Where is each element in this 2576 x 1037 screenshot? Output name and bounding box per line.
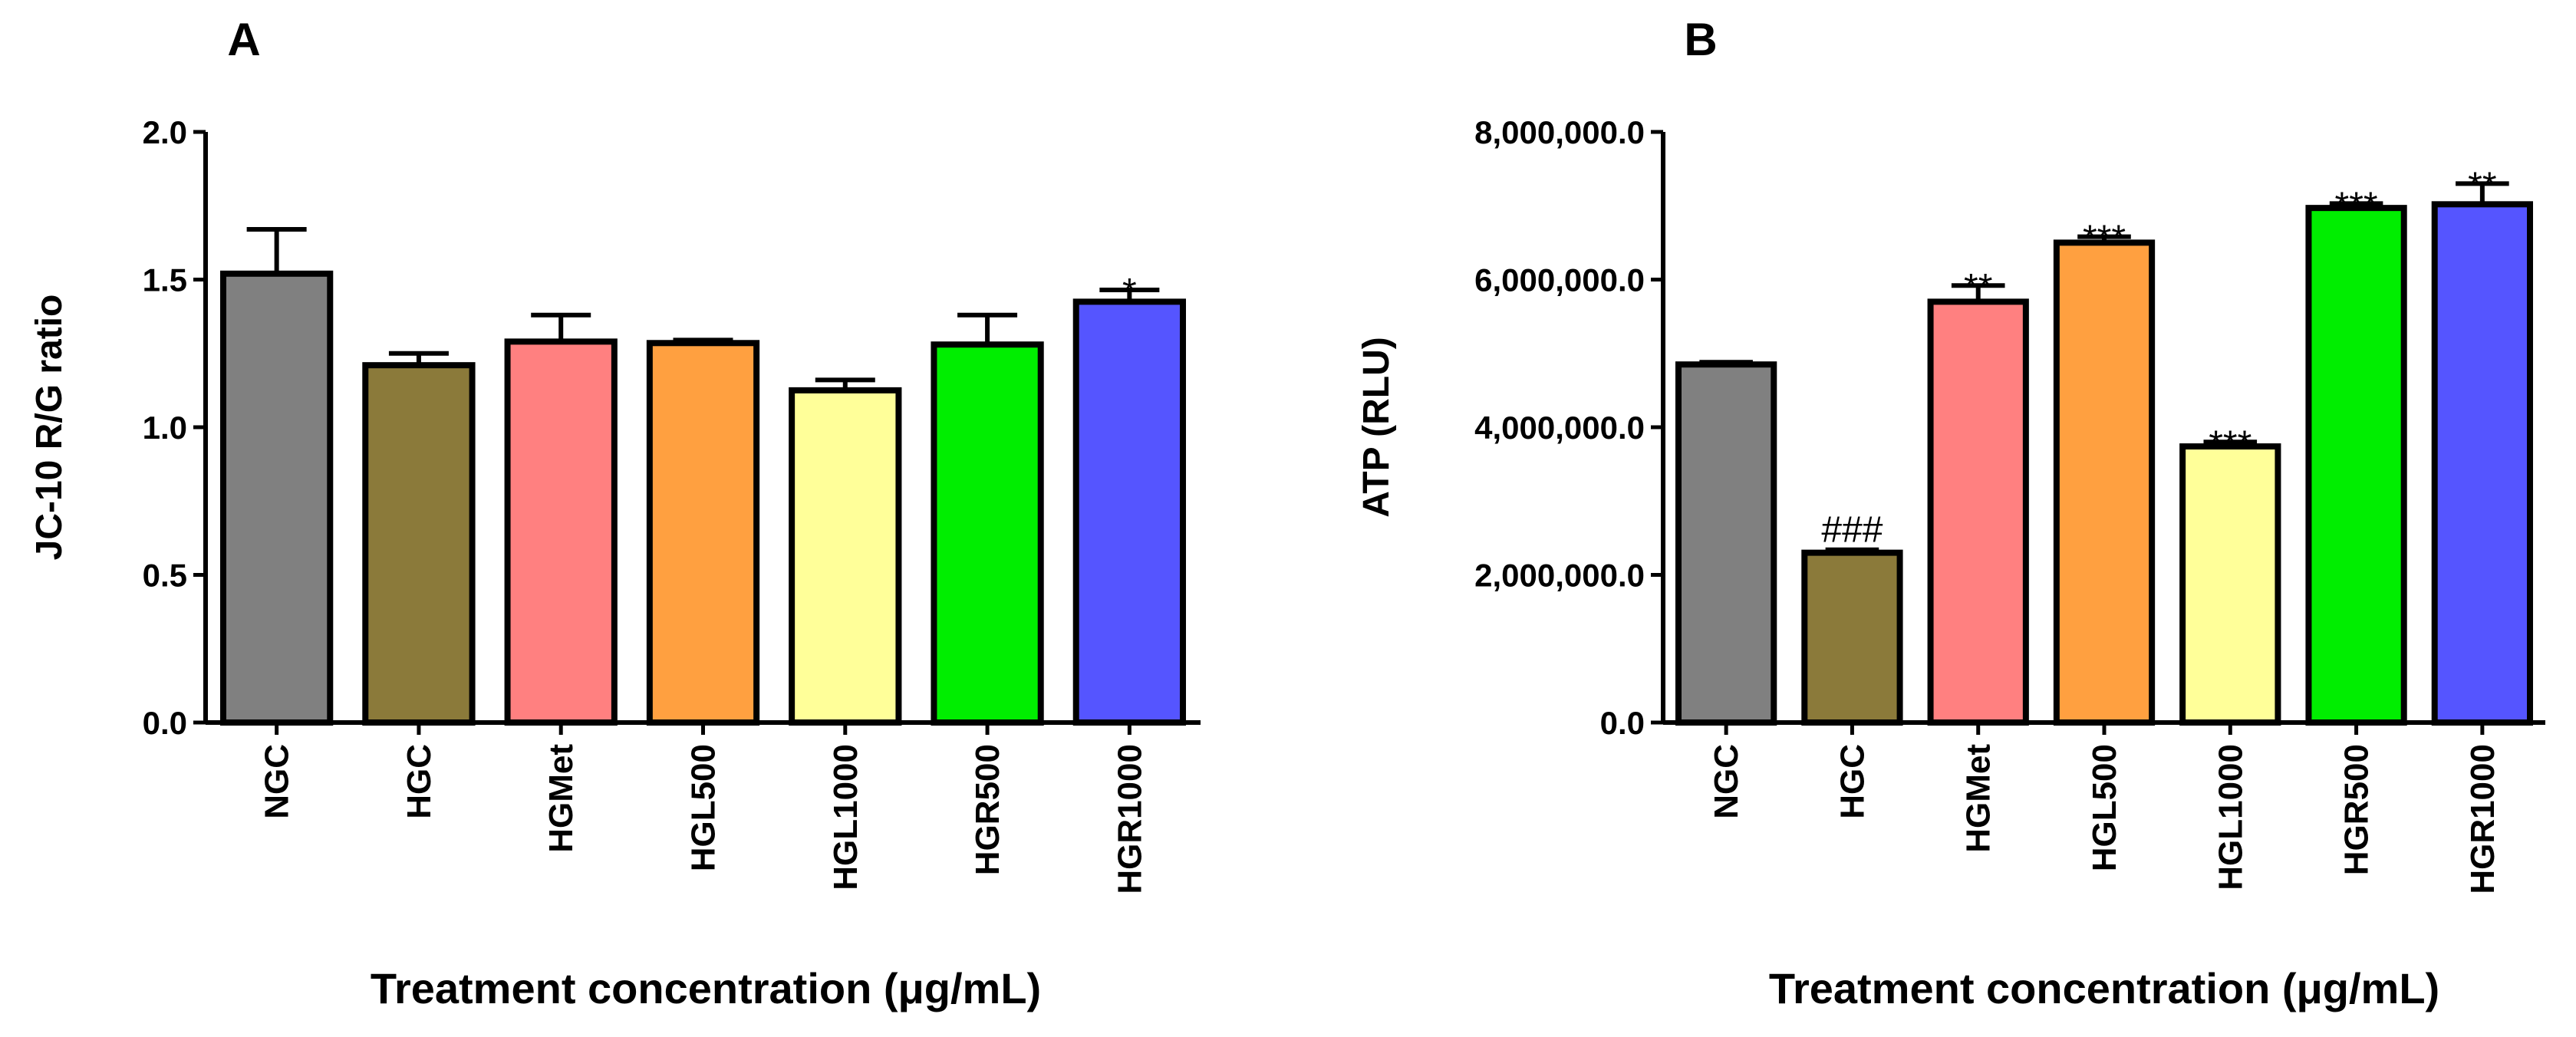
y-tick-label: 1.0 [143,410,187,446]
significance-label: *** [2083,219,2126,259]
y-axis-title: JC-10 R/G ratio [29,295,70,561]
bar-hgl500 [2053,239,2156,726]
x-tick-label: NGC [1708,744,1745,819]
significance-label: ** [1964,267,1992,308]
significance-label: ** [2468,165,2496,206]
x-tick-label: HGL1000 [2212,744,2249,891]
bar-hgmet [1927,298,2029,726]
bar-hgr500 [2305,205,2407,726]
y-tick-label: 4,000,000.0 [1474,410,1645,446]
x-tick-label: HGMet [542,744,580,853]
y-axis-title: ATP (RLU) [1356,337,1397,518]
x-tick-label: HGC [400,744,438,819]
significance-label: ### [1821,510,1883,551]
x-tick-label: HGMet [1960,744,1998,853]
y-tick-label: 8,000,000.0 [1474,114,1645,150]
y-tick-label: 0.5 [143,558,187,594]
bar-hgl1000 [789,387,902,726]
significance-label: *** [2209,423,2252,464]
bar-hgr1000 [1072,298,1186,726]
y-tick-label: 2.0 [143,114,187,150]
x-tick-label: HGL500 [2086,744,2123,871]
y-tick-label: 0.0 [143,705,187,741]
x-tick-label: HGR500 [2338,744,2376,875]
y-tick-label: 1.5 [143,262,187,298]
x-tick-label: HGL1000 [827,744,865,891]
bar-hgc [362,362,476,726]
bar-hgr500 [931,341,1044,726]
panel-letter: B [1684,14,1717,65]
bar-ngc [220,270,334,726]
y-tick-label: 2,000,000.0 [1474,558,1645,594]
x-tick-label: NGC [259,744,296,819]
significance-label: * [1122,272,1137,312]
bar-ngc [1675,361,1777,726]
significance-label: *** [2335,185,2378,226]
bar-hgl500 [646,340,760,726]
x-tick-label: HGL500 [685,744,723,871]
x-tick-label: HGR1000 [2464,744,2502,894]
y-tick-label: 6,000,000.0 [1474,262,1645,298]
x-tick-label: HGC [1833,744,1871,819]
panel-letter: A [227,14,260,65]
x-tick-label: HGR1000 [1111,744,1148,894]
bar-hgc [1801,549,1903,726]
x-axis-title: Treatment concentration (μg/mL) [1769,964,2439,1012]
y-tick-label: 0.0 [1600,705,1645,741]
bar-hgr1000 [2431,201,2534,726]
panel-a-chart: A 0.0 0.5 1.0 1.5 2.0 JC-10 R/G ratio NGC HGC HGM… [29,14,1201,1012]
panel-b-chart: B 0.0 2,000,000.0 4,000,000.0 6,000,000.0 8,0… [1356,14,2545,1012]
x-tick-label: HGR500 [969,744,1006,875]
x-axis-title: Treatment concentration (μg/mL) [371,964,1041,1012]
bar-hgl1000 [2179,443,2281,726]
bar-hgmet [504,338,618,726]
